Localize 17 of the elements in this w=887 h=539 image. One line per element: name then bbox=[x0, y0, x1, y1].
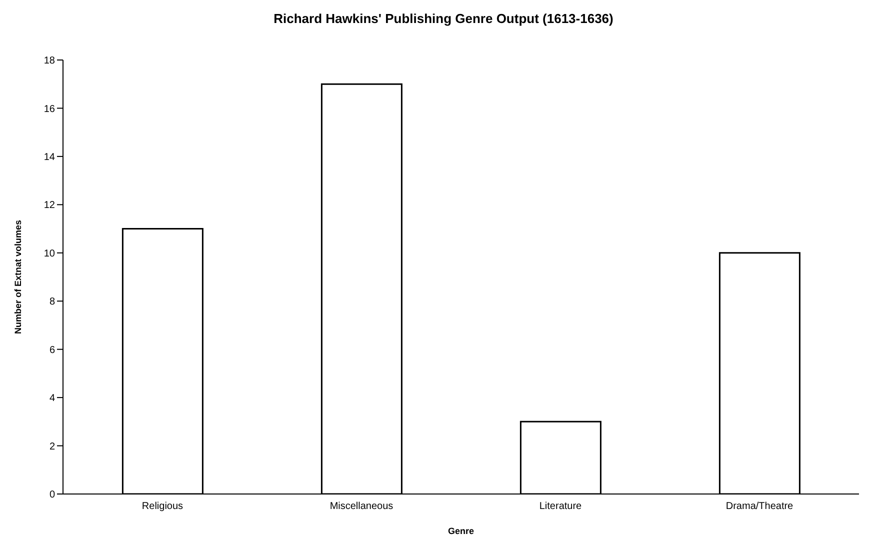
x-tick-label: Miscellaneous bbox=[330, 501, 394, 512]
y-tick-label: 14 bbox=[44, 152, 56, 163]
y-axis-title: Number of Extnat volumes bbox=[13, 220, 24, 334]
y-tick-label: 12 bbox=[44, 200, 56, 212]
x-tick-label: Religious bbox=[142, 501, 184, 512]
y-tick-label: 0 bbox=[49, 490, 56, 501]
x-axis-title: Genre bbox=[448, 526, 474, 536]
y-tick-label: 4 bbox=[49, 393, 56, 404]
x-tick-label: Literature bbox=[539, 501, 582, 512]
chart-title: Richard Hawkins' Publishing Genre Output (1613-1636) bbox=[272, 10, 614, 28]
x-tick-label: Drama/Theatre bbox=[726, 501, 794, 512]
y-tick-label: 8 bbox=[49, 296, 56, 308]
y-tick-label: 10 bbox=[44, 248, 56, 260]
y-tick-label: 2 bbox=[49, 441, 56, 452]
y-tick-label: 16 bbox=[44, 104, 56, 115]
y-tick-label: 18 bbox=[44, 56, 56, 67]
y-tick-label: 6 bbox=[49, 344, 56, 356]
